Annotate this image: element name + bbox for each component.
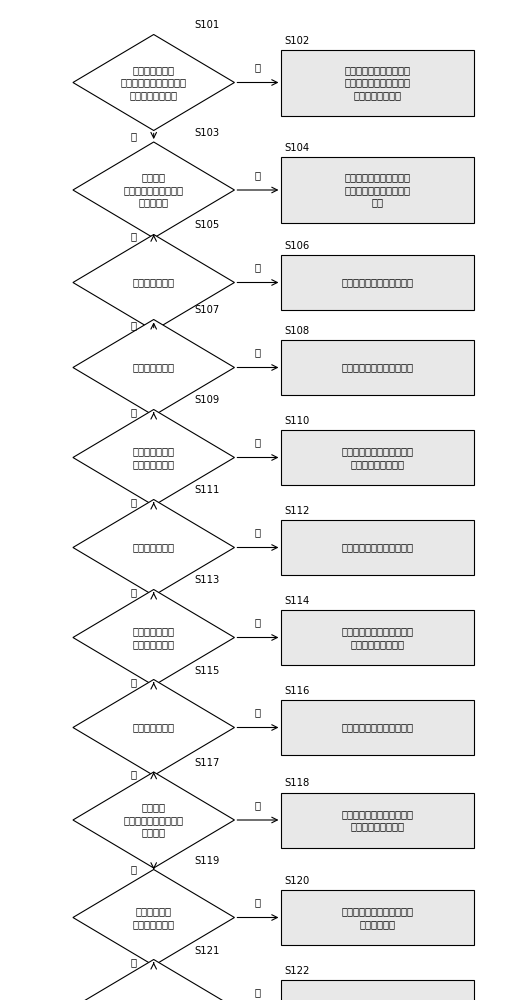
Polygon shape <box>73 960 234 1000</box>
Text: S101: S101 <box>194 20 219 30</box>
Text: 胶球泵入
口电动门与出口电动门
是否已关: 胶球泵入 口电动门与出口电动门 是否已关 <box>123 803 184 837</box>
Text: 否: 否 <box>255 708 261 717</box>
Polygon shape <box>73 772 234 868</box>
Bar <box>281 49 474 115</box>
Text: S110: S110 <box>284 416 309 426</box>
Text: 发出开启胶球泵入口电动
门及胶球泵出口电动门的
指令: 发出开启胶球泵入口电动 门及胶球泵出口电动门的 指令 <box>345 173 411 207</box>
Bar <box>281 430 474 485</box>
Text: 收球网开启时
间计时是否完毕: 收球网开启时 间计时是否完毕 <box>133 906 175 929</box>
Text: 胶球泵是否已停: 胶球泵是否已停 <box>133 722 175 732</box>
Polygon shape <box>73 589 234 685</box>
Text: 发出触发胶球清洗程控收球
时间开始计时的指令: 发出触发胶球清洗程控收球 时间开始计时的指令 <box>342 626 414 649</box>
Text: S118: S118 <box>284 778 309 788</box>
Text: 否: 否 <box>255 898 261 908</box>
Polygon shape <box>73 142 234 238</box>
Text: 发出触发收球网开启时间开
始计时的指令: 发出触发收球网开启时间开 始计时的指令 <box>342 906 414 929</box>
Polygon shape <box>73 319 234 416</box>
Text: 发出关闭所述胶球泵入口
门、胶球泵出口门、装球
室及收球网的指令: 发出关闭所述胶球泵入口 门、胶球泵出口门、装球 室及收球网的指令 <box>345 65 411 100</box>
Text: 发出停止所述胶球泵的指令: 发出停止所述胶球泵的指令 <box>342 722 414 732</box>
Text: 装球室是否已开: 装球室是否已开 <box>133 362 175 372</box>
Text: 发出触发胶球清洗程控清洗
时间开始计时的指令: 发出触发胶球清洗程控清洗 时间开始计时的指令 <box>342 446 414 469</box>
Bar <box>281 980 474 1000</box>
Text: 是: 是 <box>131 320 137 330</box>
Bar <box>281 792 474 847</box>
Text: 胶球泵入
口电动门及出口电动门
是否均已开: 胶球泵入 口电动门及出口电动门 是否均已开 <box>123 173 184 207</box>
Text: 否: 否 <box>255 437 261 447</box>
Text: 发出开启所述装球室的指令: 发出开启所述装球室的指令 <box>342 362 414 372</box>
Text: S103: S103 <box>194 128 219 138</box>
Text: S109: S109 <box>194 395 219 405</box>
Text: S105: S105 <box>194 220 219 230</box>
Text: 等待胶球收球时
间计时是否完毕: 等待胶球收球时 间计时是否完毕 <box>133 626 175 649</box>
Text: S113: S113 <box>194 575 219 585</box>
Text: 否: 否 <box>255 347 261 357</box>
Text: 发出关闭胶球泵入口电动门
与出口电动门的指令: 发出关闭胶球泵入口电动门 与出口电动门的指令 <box>342 809 414 831</box>
Text: S114: S114 <box>284 596 309 606</box>
Text: 是: 是 <box>131 864 137 874</box>
Polygon shape <box>73 680 234 775</box>
Bar <box>281 890 474 945</box>
Bar <box>281 340 474 395</box>
Text: S104: S104 <box>284 143 309 153</box>
Text: 装球室是否已关: 装球室是否已关 <box>133 542 175 552</box>
Text: S111: S111 <box>194 485 219 495</box>
Text: 是: 是 <box>131 231 137 241</box>
Text: S106: S106 <box>284 241 309 251</box>
Text: 否: 否 <box>255 617 261 628</box>
Text: 是: 是 <box>131 131 137 141</box>
Text: S108: S108 <box>284 326 309 336</box>
Text: S115: S115 <box>194 666 219 676</box>
Text: 是: 是 <box>131 958 137 967</box>
Text: 否: 否 <box>255 62 261 73</box>
Text: 是: 是 <box>131 587 137 597</box>
Bar <box>281 520 474 575</box>
Text: 是: 是 <box>131 769 137 779</box>
Bar <box>281 610 474 665</box>
Text: 否: 否 <box>255 800 261 810</box>
Text: 否: 否 <box>255 527 261 537</box>
Bar <box>281 255 474 310</box>
Polygon shape <box>73 499 234 595</box>
Text: 否: 否 <box>255 987 261 997</box>
Text: 否: 否 <box>255 170 261 180</box>
Text: 发出启动所述胶球泵的指令: 发出启动所述胶球泵的指令 <box>342 277 414 288</box>
Text: S121: S121 <box>194 946 219 956</box>
Text: 等待胶球清洗时
间计时是否完毕: 等待胶球清洗时 间计时是否完毕 <box>133 446 175 469</box>
Bar <box>281 157 474 223</box>
Polygon shape <box>73 234 234 330</box>
Polygon shape <box>73 409 234 505</box>
Text: 胶球泵入口门、
胶球泵出口门、装球室及
收球网是否均已关: 胶球泵入口门、 胶球泵出口门、装球室及 收球网是否均已关 <box>121 65 187 100</box>
Bar <box>281 700 474 755</box>
Text: 是: 是 <box>131 677 137 687</box>
Text: S122: S122 <box>284 966 309 976</box>
Text: 发出关闭所述装球室的指令: 发出关闭所述装球室的指令 <box>342 542 414 552</box>
Text: 是: 是 <box>131 497 137 507</box>
Text: 是: 是 <box>131 407 137 417</box>
Text: S102: S102 <box>284 35 309 45</box>
Text: 否: 否 <box>255 262 261 272</box>
Text: S119: S119 <box>194 855 219 865</box>
Polygon shape <box>73 869 234 966</box>
Text: S117: S117 <box>194 758 219 768</box>
Text: S120: S120 <box>284 876 309 886</box>
Text: S107: S107 <box>194 305 219 315</box>
Polygon shape <box>73 34 234 131</box>
Text: 胶球泵是否运行: 胶球泵是否运行 <box>133 277 175 288</box>
Text: S112: S112 <box>284 506 309 516</box>
Text: S116: S116 <box>284 686 309 696</box>
